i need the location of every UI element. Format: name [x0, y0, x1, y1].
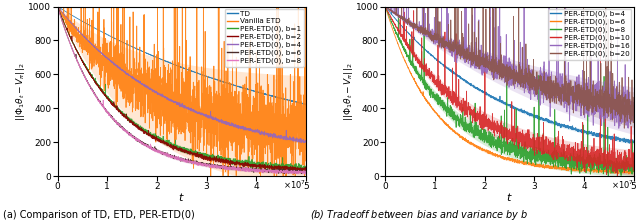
X-axis label: $t$: $t$ — [506, 191, 513, 203]
Text: $\times10^7$: $\times10^7$ — [611, 179, 634, 191]
Text: (a) Comparison of TD, ETD, PER-ETD(0): (a) Comparison of TD, ETD, PER-ETD(0) — [3, 210, 195, 220]
Legend: TD, Vanilla ETD, PER-ETD(0), b=1, PER-ETD(0), b=2, PER-ETD(0), b=4, PER-ETD(0), : TD, Vanilla ETD, PER-ETD(0), b=1, PER-ET… — [225, 9, 304, 67]
X-axis label: $t$: $t$ — [179, 191, 185, 203]
Text: (b) Tradeoff between bias and variance by $b$: (b) Tradeoff between bias and variance b… — [310, 208, 529, 220]
Y-axis label: $||\Phi_1\theta_t - V_\pi||_2$: $||\Phi_1\theta_t - V_\pi||_2$ — [14, 62, 27, 121]
Text: $\times10^7$: $\times10^7$ — [283, 179, 306, 191]
Y-axis label: $||\Phi_1\theta_t - V_\pi||_2$: $||\Phi_1\theta_t - V_\pi||_2$ — [342, 62, 355, 121]
Legend: PER-ETD(0), b=4, PER-ETD(0), b=6, PER-ETD(0), b=8, PER-ETD(0), b=10, PER-ETD(0),: PER-ETD(0), b=4, PER-ETD(0), b=6, PER-ET… — [548, 9, 632, 60]
